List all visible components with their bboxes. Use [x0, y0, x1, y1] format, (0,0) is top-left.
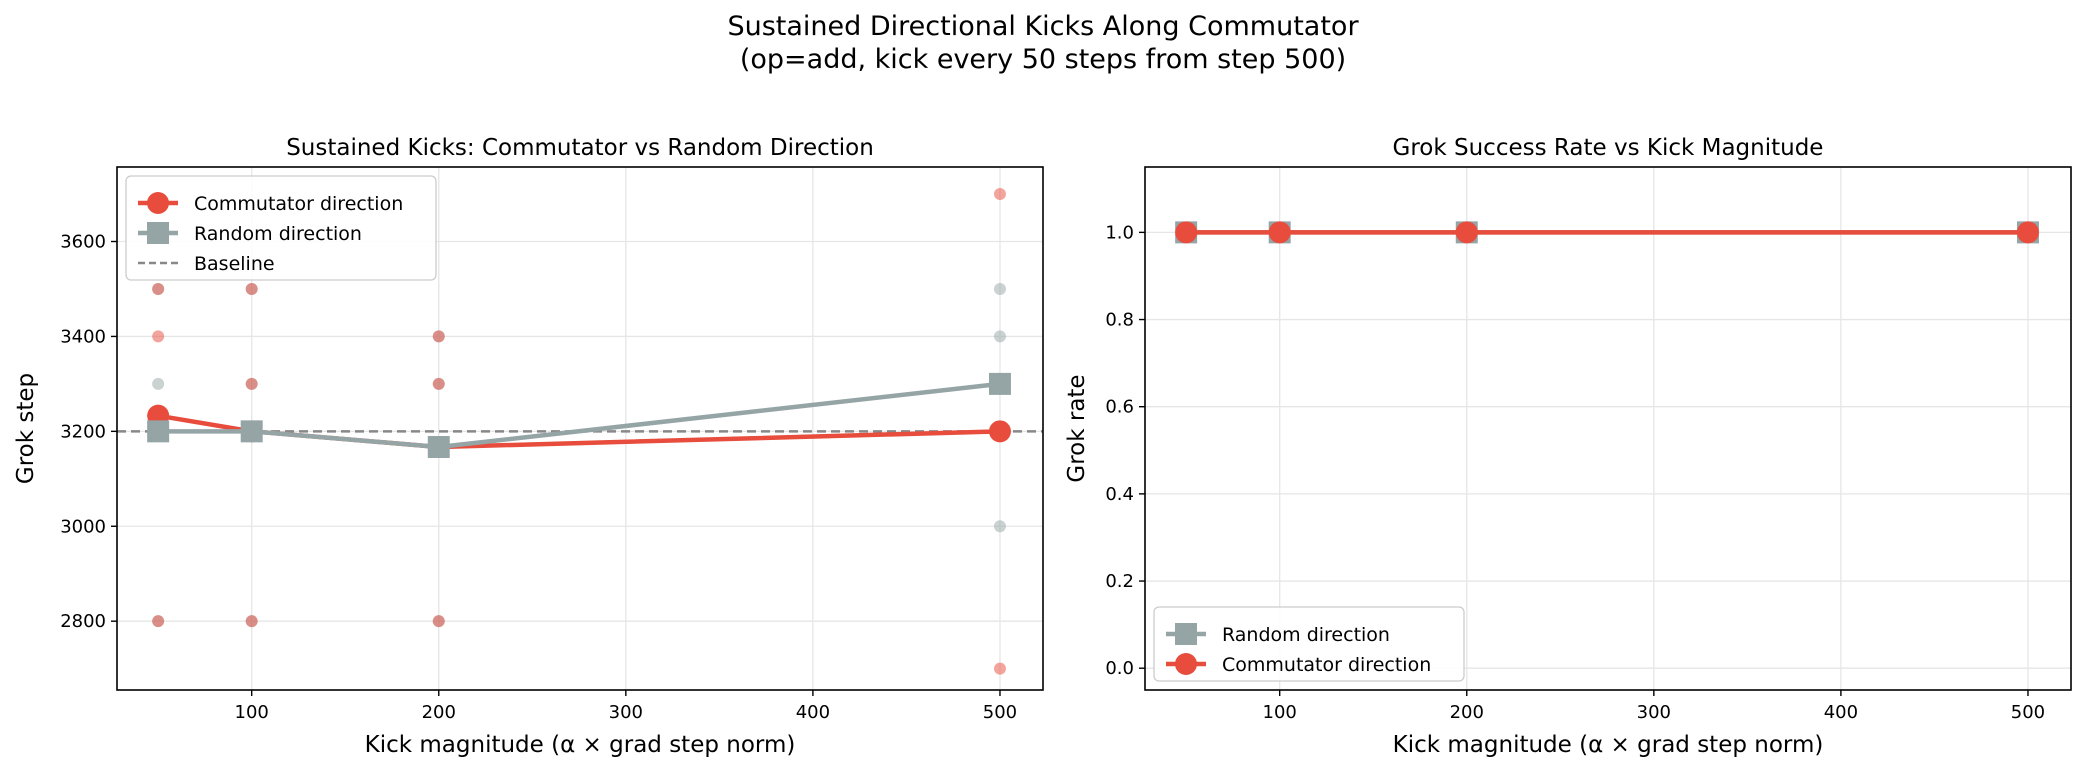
commutator-run-point	[993, 662, 1006, 675]
y-axis-label: Grok step	[13, 373, 39, 484]
legend-label: Random direction	[194, 223, 362, 245]
legend-item: Baseline	[138, 253, 275, 275]
random-directionpoint	[988, 372, 1011, 395]
y-tick-label: 3000	[60, 516, 106, 537]
commutator-run-point	[152, 282, 165, 295]
random-directionseries-line	[158, 381, 1001, 450]
y-tick-label: 0.2	[1105, 571, 1134, 592]
commutator-run-point	[432, 330, 445, 343]
x-axis-label: Kick magnitude (α × grad step norm)	[1393, 732, 1824, 758]
y-tick-label: 0.8	[1105, 310, 1134, 331]
y-tick-label: 3600	[60, 232, 106, 253]
x-tick-label: 500	[2011, 702, 2045, 723]
y-tick-label: 0.6	[1105, 397, 1134, 418]
x-axis-label: Kick magnitude (α × grad step norm)	[365, 732, 796, 758]
chart-title: Sustained Kicks: Commutator vs Random Di…	[286, 135, 874, 161]
x-tick-label: 300	[1637, 702, 1671, 723]
chart-panel-2: 100 200 300 400 500 0.0 0.2 0.4 0.6 0.8 1.0 Grok Su…	[1064, 135, 2072, 758]
random-run-point	[152, 377, 165, 390]
commutator-directionpoint	[2016, 221, 2039, 244]
y-tick-label: 0.4	[1105, 484, 1134, 505]
x-tick-label: 500	[983, 702, 1017, 723]
x-tick-label: 200	[422, 702, 456, 723]
legend-label: Commutator direction	[1222, 654, 1431, 676]
x-tick-label: 200	[1450, 702, 1484, 723]
legend-swatch-marker	[147, 222, 169, 244]
chart-title: Grok Success Rate vs Kick Magnitude	[1393, 135, 1824, 161]
y-tick-label: 0.0	[1105, 658, 1134, 679]
legend-item: Commutator direction	[1166, 653, 1431, 676]
legend-swatch-marker	[147, 192, 169, 214]
commutator-directionpoint	[1455, 221, 1478, 244]
commutator-directionpoint	[988, 420, 1011, 443]
legend-swatch-marker	[1175, 653, 1197, 675]
legend-box	[1153, 606, 1465, 682]
legend-item: Random direction	[1166, 623, 1390, 646]
commutator-run-point	[245, 282, 258, 295]
y-tick-label: 2800	[60, 611, 106, 632]
commutator-run-point	[152, 330, 165, 343]
y-axis-label: Grok rate	[1064, 374, 1090, 482]
x-tick-label: 100	[235, 702, 269, 723]
random-run-point	[993, 282, 1006, 295]
y-tick-label: 3200	[60, 421, 106, 442]
random-directionpoint	[240, 420, 263, 443]
y-tick-label: 3400	[60, 326, 106, 347]
x-tick-label: 100	[1263, 702, 1297, 723]
legend-label: Baseline	[194, 253, 275, 275]
legend: Random direction Commutator direction	[1153, 606, 1465, 682]
commutator-run-point	[993, 188, 1006, 201]
figure-title-line-2: (op=add, kick every 50 steps from step 5…	[739, 44, 1347, 75]
legend-item: Commutator direction	[138, 192, 403, 215]
random-run-point	[993, 520, 1006, 533]
y-tick-label: 1.0	[1105, 222, 1134, 243]
chart-panel-1: 100 200 300 400 500 2800 3000 3200 3400 3600 Susta…	[13, 135, 1044, 758]
legend: Commutator direction Random direction Base…	[125, 175, 437, 281]
legend-swatch-marker	[1175, 623, 1197, 645]
x-tick-label: 400	[796, 702, 830, 723]
figure-title: Sustained Directional Kicks Along Commut…	[0, 10, 2086, 76]
commutator-run-point	[432, 615, 445, 628]
axes-frame	[116, 166, 1044, 691]
random-directionpoint	[427, 436, 450, 459]
figure-title-line-1: Sustained Directional Kicks Along Commut…	[727, 11, 1359, 42]
commutator-directionpoint	[1175, 221, 1198, 244]
commutator-run-point	[432, 377, 445, 390]
legend-label: Random direction	[1222, 624, 1390, 646]
random-run-point	[993, 330, 1006, 343]
legend-item: Random direction	[138, 222, 362, 245]
commutator-run-point	[245, 377, 258, 390]
commutator-directionpoint	[1268, 221, 1291, 244]
legend-label: Commutator direction	[194, 193, 403, 215]
random-directionpoint	[147, 420, 170, 443]
x-tick-label: 400	[1824, 702, 1858, 723]
axes-frame	[1144, 166, 2072, 691]
commutator-run-point	[245, 615, 258, 628]
commutator-run-point	[152, 615, 165, 628]
legend-box	[125, 175, 437, 281]
x-tick-label: 300	[609, 702, 643, 723]
